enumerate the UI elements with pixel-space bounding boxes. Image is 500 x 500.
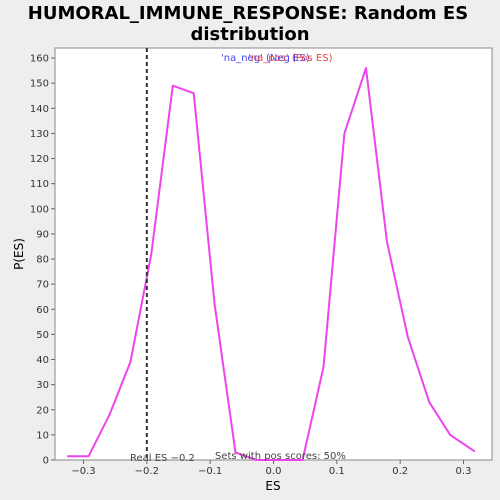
chart-title-line2: distribution [190,24,309,45]
y-tick-label: 150 [30,79,49,90]
data-point [193,92,195,94]
data-point [449,434,451,436]
y-tick-label: 80 [36,255,49,266]
data-point [151,253,153,255]
y-axis-label: P(ES) [12,238,26,270]
data-point [88,455,90,457]
data-point [344,133,346,135]
y-tick-label: 140 [30,104,49,115]
y-tick-label: 10 [36,430,49,441]
y-tick-label: 30 [36,380,49,391]
x-tick-label: −0.2 [135,466,159,477]
legend-pos: 'na_pos' (Pos ES) [248,53,333,64]
data-point [386,241,388,243]
x-tick-label: −0.1 [198,466,222,477]
y-tick-label: 110 [30,179,49,190]
data-point [407,336,409,338]
plot-area [55,48,492,460]
x-tick-label: −0.3 [71,466,95,477]
y-tick-label: 100 [30,204,49,215]
y-tick-label: 120 [30,154,49,165]
data-point [67,455,69,457]
y-tick-label: 90 [36,229,49,240]
y-tick-label: 60 [36,305,49,316]
y-tick-label: 50 [36,330,49,341]
x-tick-label: 0.3 [456,466,472,477]
pos-scores-label: Sets with pos scores: 50% [215,451,346,462]
data-point [130,361,132,363]
y-axis-ticks: 0 10 20 30 40 50 60 70 80 90 100 110 120 130 140 150 160 [30,54,55,467]
y-tick-label: 130 [30,129,49,140]
y-tick-label: 70 [36,280,49,291]
x-tick-label: 0.1 [329,466,345,477]
y-tick-label: 40 [36,355,49,366]
data-point [214,303,216,305]
data-point [474,450,476,452]
y-tick-label: 160 [30,54,49,65]
real-es-label: Real ES −0.2 [130,453,195,464]
data-point [365,67,367,69]
y-tick-label: 20 [36,405,49,416]
data-point [323,366,325,368]
x-tick-label: 0.0 [266,466,282,477]
y-tick-label: 0 [43,456,49,467]
data-point [172,85,174,87]
data-point [429,401,431,403]
x-axis-label: ES [265,479,280,493]
chart-title-line1: HUMORAL_IMMUNE_RESPONSE: Random ES [28,3,468,24]
data-point [109,414,111,416]
x-tick-label: 0.2 [392,466,408,477]
